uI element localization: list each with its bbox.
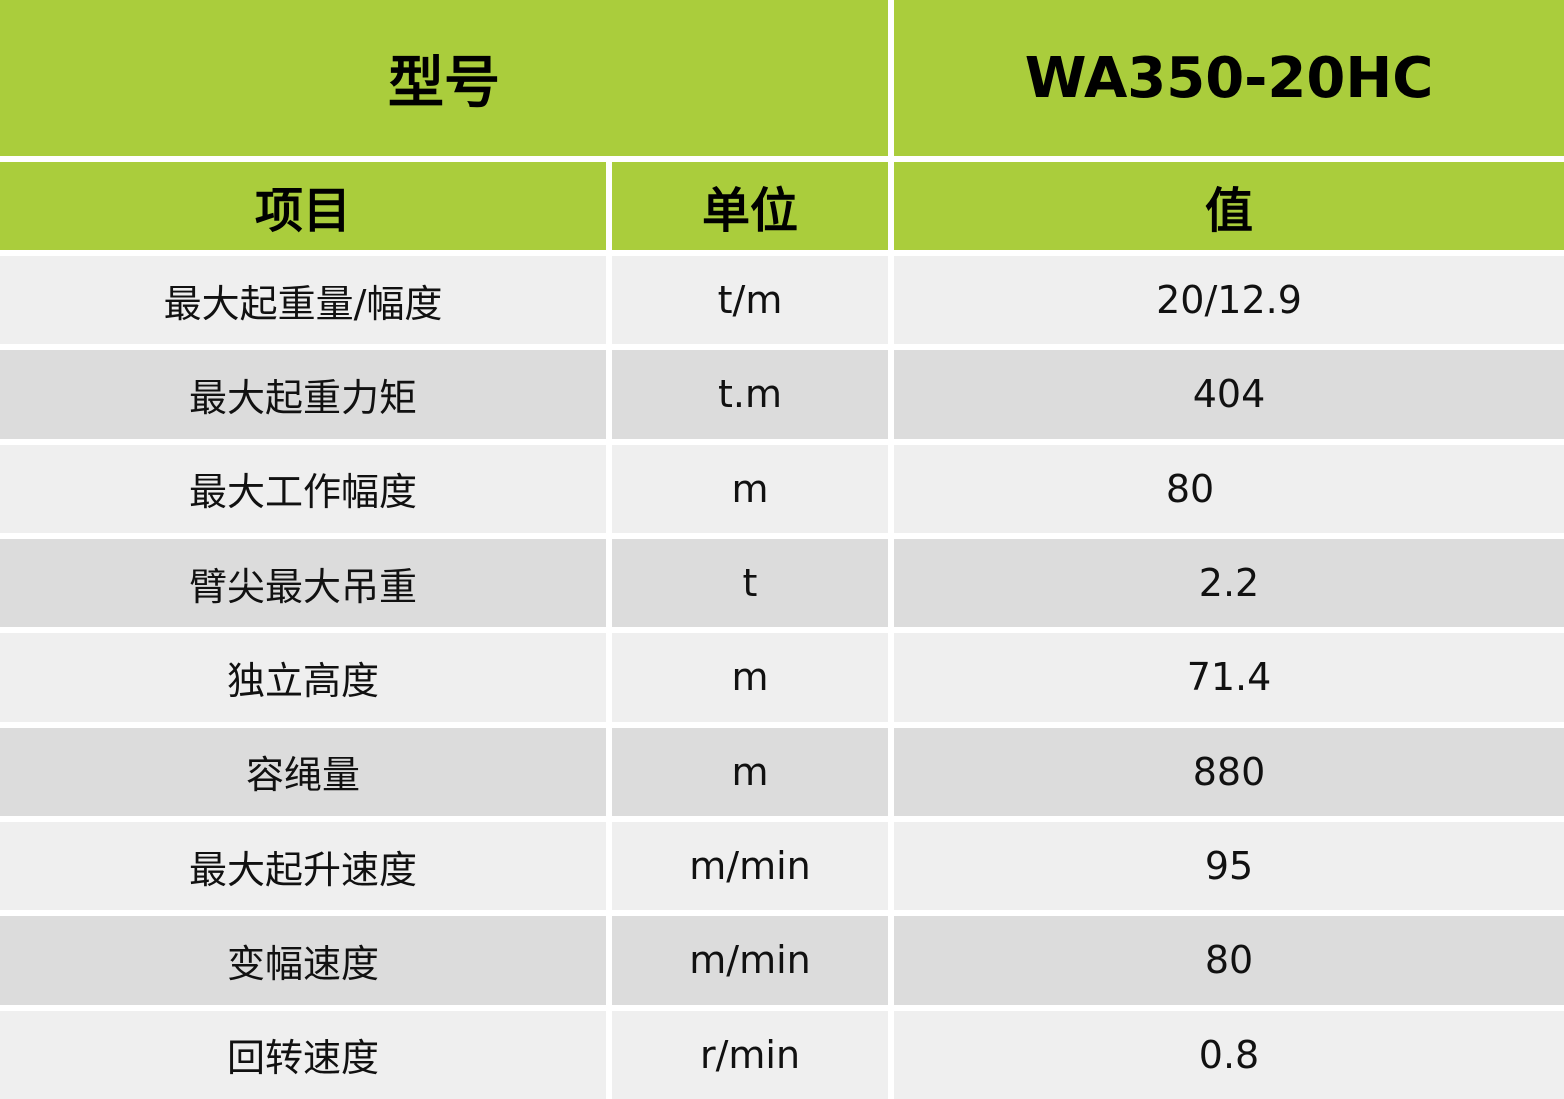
table-cell-item: 最大起重力矩	[0, 350, 606, 439]
table-cell-unit: m	[612, 633, 888, 722]
table-cell-unit: t	[612, 539, 888, 628]
column-header-item: 项目	[0, 162, 606, 250]
table-cell-unit: m	[612, 444, 888, 533]
table-cell-unit: m/min	[612, 916, 888, 1005]
table-cell-item: 独立高度	[0, 633, 606, 722]
column-header-value: 值	[894, 162, 1564, 250]
table-cell-unit: m	[612, 727, 888, 816]
table-cell-item: 臂尖最大吊重	[0, 539, 606, 628]
table-cell-value: 404	[894, 350, 1564, 439]
table-cell-value: 880	[894, 727, 1564, 816]
table-cell-unit: t.m	[612, 350, 888, 439]
column-header-unit: 单位	[612, 162, 888, 250]
table-cell-item: 回转速度	[0, 1010, 606, 1099]
table-cell-value: 71.4	[894, 633, 1564, 722]
model-label: 型号	[0, 0, 888, 156]
table-cell-item: 最大起升速度	[0, 822, 606, 911]
table-cell-item: 变幅速度	[0, 916, 606, 1005]
table-cell-value: 2.2	[894, 539, 1564, 628]
table-cell-value: 95	[894, 822, 1564, 911]
table-cell-unit: m/min	[612, 822, 888, 911]
table-cell-item: 最大工作幅度	[0, 444, 606, 533]
table-cell-value: 20/12.9	[894, 256, 1564, 345]
table-cell-unit: t/m	[612, 256, 888, 345]
table-cell-value: 80	[894, 444, 1564, 533]
table-cell-unit: r/min	[612, 1010, 888, 1099]
table-cell-item: 容绳量	[0, 727, 606, 816]
table-cell-value: 0.8	[894, 1010, 1564, 1099]
table-cell-value: 80	[894, 916, 1564, 1005]
table-cell-item: 最大起重量/幅度	[0, 256, 606, 345]
model-value: WA350-20HC	[894, 0, 1564, 156]
